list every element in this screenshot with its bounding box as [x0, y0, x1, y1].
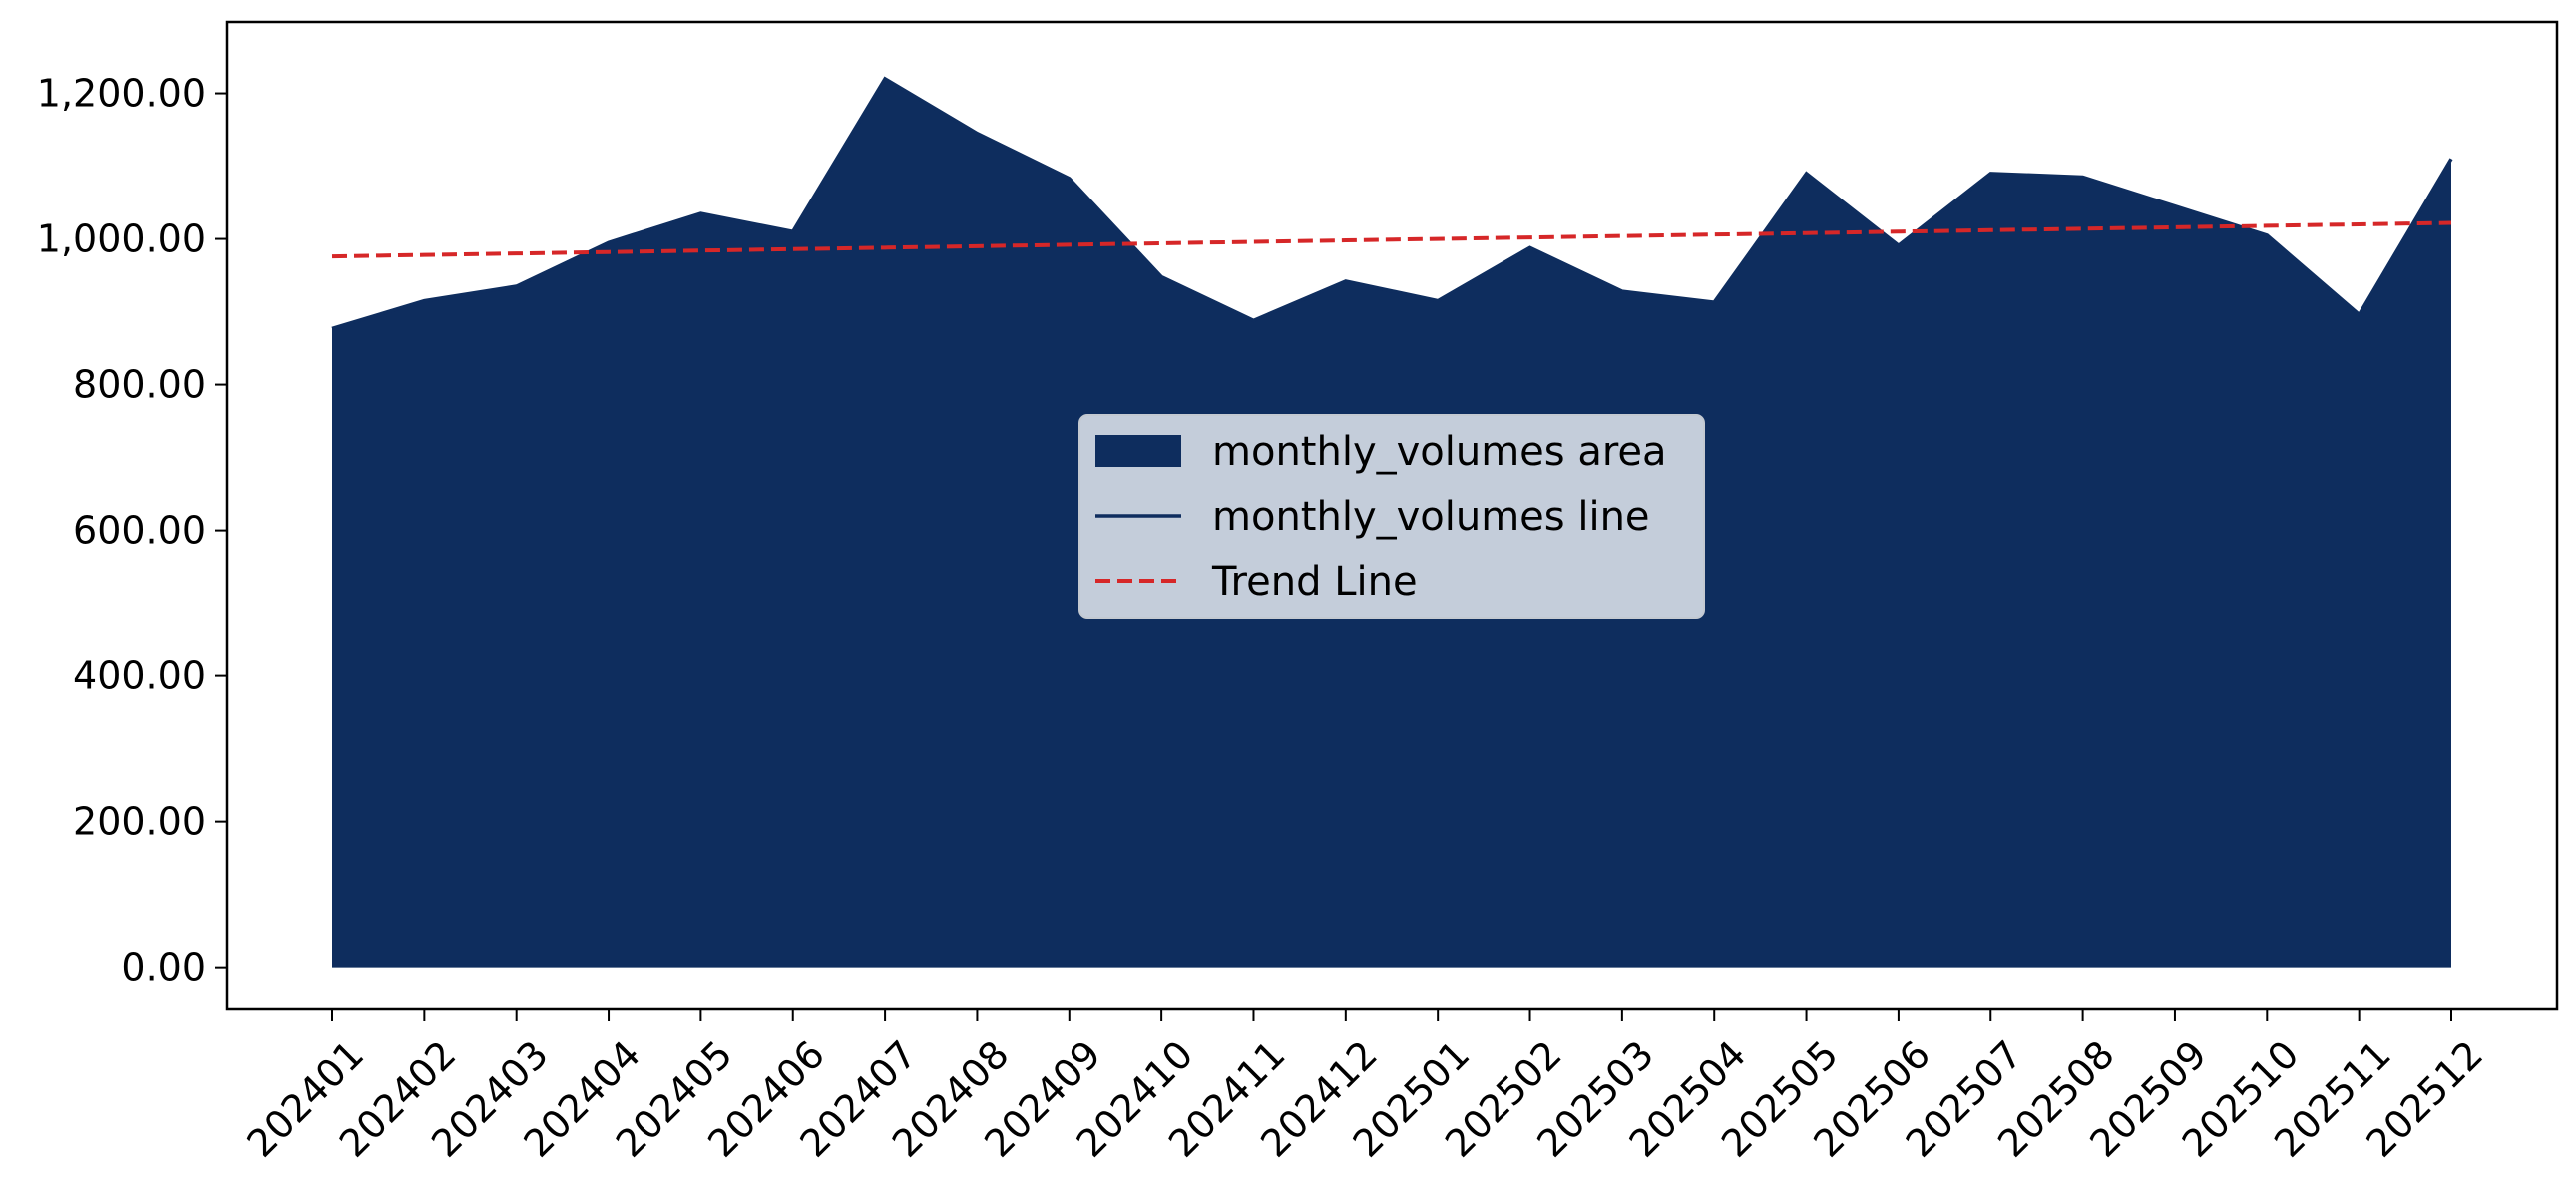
axes-frame: [225, 20, 2559, 1011]
y-tick-label: 200.00: [73, 800, 206, 844]
legend-box: [1078, 414, 1705, 619]
legend-swatch-area: [1095, 435, 1181, 467]
series-trend-line: [331, 220, 2452, 259]
legend-label: monthly_volumes area: [1212, 429, 1667, 475]
y-tick-label: 1,200.00: [37, 72, 206, 116]
y-tick-label: 800.00: [73, 363, 206, 407]
y-tick-label: 600.00: [73, 509, 206, 553]
y-tick-label: 400.00: [73, 654, 206, 698]
series-monthly-volumes-line: [331, 76, 2453, 331]
y-tick-label: 1,000.00: [37, 217, 206, 261]
y-tick-label: 0.00: [121, 946, 206, 990]
legend-label: Trend Line: [1211, 559, 1418, 604]
legend: monthly_volumes area monthly_volumes line…: [1078, 414, 1705, 619]
legend-label: monthly_volumes line: [1212, 494, 1650, 540]
